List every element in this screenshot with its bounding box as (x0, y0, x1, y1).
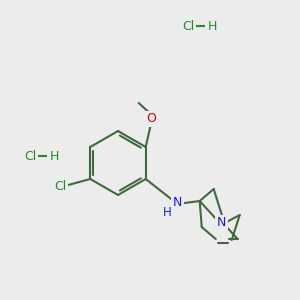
Text: Cl: Cl (182, 20, 194, 32)
Text: N: N (173, 196, 182, 209)
Text: H: H (207, 20, 217, 32)
Text: Cl: Cl (24, 149, 36, 163)
Text: N: N (217, 217, 226, 230)
Text: O: O (146, 112, 156, 125)
Text: H: H (163, 206, 172, 220)
Text: Cl: Cl (54, 181, 66, 194)
Text: H: H (49, 149, 59, 163)
